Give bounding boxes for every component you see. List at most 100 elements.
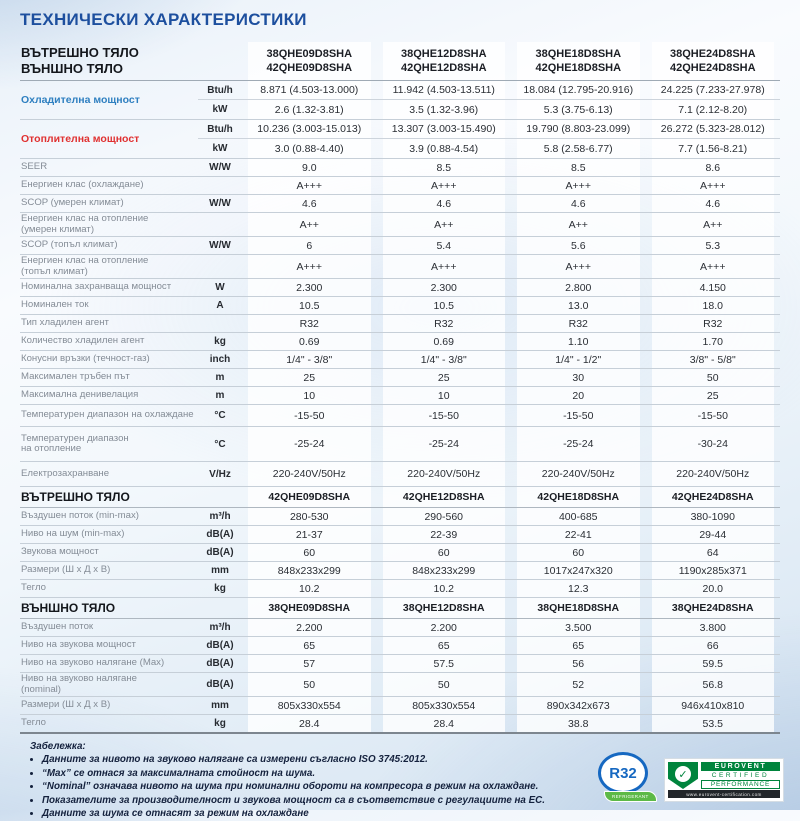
row-value-cell: A+++ [242,177,377,194]
spec-row: Максимален тръбен път m 25 25 30 50 [20,369,780,387]
row-unit: kg [214,336,226,347]
row-value-cell: 1017x247x320 [511,562,646,579]
row-value-cell: 805x330x554 [377,697,512,714]
row-value-cell: 2.800 [511,279,646,296]
row-label: Номинална захранваща мощност [21,281,172,293]
row-unit: °C [214,438,226,450]
row-value-cell: A++ [377,213,512,236]
row-label: Тип хладилен агент [21,317,109,329]
row-value-cell: 24.225 (7.233-27.978) [645,81,780,100]
row-value: 57.5 [382,655,505,672]
row-value: 11.942 (4.503-13.511) [382,81,505,99]
row-value-cell: A++ [646,213,781,236]
section-header-row: ВЪТРЕШНО ТЯЛО 42QHE09D8SHA 42QHE12D8SHA 42Q… [20,487,780,508]
row-value-cell: A+++ [377,177,512,194]
row-unit [198,487,242,507]
row-value: 60 [382,544,505,561]
row-value-cell: A+++ [511,255,646,278]
row-unit [198,315,242,332]
row-value: 59.5 [651,655,774,672]
row-value-cell: A+++ [646,177,781,194]
spec-group-row: Отоплителна мощност Btu/h 10.236 (3.003-15… [20,120,780,159]
row-unit: dB(A) [206,529,234,540]
model-cell-bg: 38QHE12D8SHA 42QHE12D8SHA [382,42,505,80]
row-unit: Btu/h [198,81,242,100]
row-label: Енергиен клас (охлаждане) [21,179,144,191]
row-value: 8.6 [651,159,774,176]
row-value-cell: 30 [511,369,646,386]
row-value-cell: 380-1090 [646,508,781,525]
row-value-cell: 38QHE18D8SHA [511,598,646,618]
row-value: 1/4" - 3/8" [382,351,505,368]
row-value: -15-50 [651,405,774,426]
row-value-cell: 3.0 (0.88-4.40) [242,139,377,158]
row-value-cell: 6 [242,237,377,254]
row-value-cell: 8.5 [377,159,512,176]
spec-row: Размери (Ш х Д х В) mm 848x233x299 848x233x… [20,562,780,580]
row-value-cell: 52 [511,673,646,696]
section-model: 42QHE12D8SHA [382,487,505,507]
row-value: 1/4" - 3/8" [248,351,371,368]
row-value: A+++ [651,177,774,194]
row-value: 0.69 [248,333,371,350]
row-value: R32 [517,315,640,332]
row-value-cell: 1/4" - 1/2" [511,351,646,368]
row-value-cell: A++ [242,213,377,236]
spec-row: Звукова мощност dB(A) 60 60 60 64 [20,544,780,562]
row-value: 12.3 [517,580,640,597]
row-value-cell: 3.500 [511,619,646,636]
row-value: 13.0 [517,297,640,314]
row-label-line: (nominal) [21,683,61,695]
row-value-cell: 65 [377,637,512,654]
row-value-cell: 946x410x810 [646,697,781,714]
row-value-cell: 10.5 [242,297,377,314]
row-value-cell: 220-240V/50Hz [242,462,377,486]
row-value-cell: 890x342x673 [511,697,646,714]
row-value-cell: 42QHE18D8SHA [511,487,646,507]
model-cell: 38QHE12D8SHA 42QHE12D8SHA [377,42,512,80]
row-label: Тегло [21,717,46,729]
row-value: 5.8 (2.58-6.77) [517,139,640,158]
row-value-cell: 42QHE09D8SHA [242,487,377,507]
row-value: 2.200 [248,619,371,636]
row-value-cell: R32 [377,315,512,332]
row-unit: dB(A) [206,640,234,651]
certification-logos: R32 REFRIGERANT ✓ EUROVENT CERTIFIED PER… [598,752,784,802]
eurovent-url: www.eurovent-certification.com [668,790,780,798]
row-unit: mm [211,700,229,711]
row-value: 20.0 [651,580,774,597]
row-value-cell: -25-24 [242,427,377,461]
eurovent-word: EUROVENT [701,762,780,771]
row-value-cell: 7.7 (1.56-8.21) [646,139,781,158]
row-value-cell: 21-37 [242,526,377,543]
row-value: A+++ [517,177,640,194]
note-item: “Max” се отнася за максималната стойност… [42,767,800,781]
row-value-cell: -15-50 [511,405,646,426]
row-value: 0.69 [382,333,505,350]
table-header-row: ВЪТРЕШНО ТЯЛО ВЪНШНО ТЯЛО 38QHE09D8SHA 42QH… [20,42,780,81]
row-value-cell: 65 [511,637,646,654]
row-value: 5.3 (3.75-6.13) [517,100,640,119]
row-value-cell: 57.5 [377,655,512,672]
row-unit: m [215,390,225,401]
section-model: 38QHE09D8SHA [248,598,371,618]
header-label-line: ВЪНШНО ТЯЛО [21,61,123,76]
row-value-cell: 50 [242,673,377,696]
row-value-cell: 8.871 (4.503-13.000) [242,81,377,100]
row-value: 2.800 [517,279,640,296]
row-value: 8.5 [517,159,640,176]
row-value-cell: 220-240V/50Hz [377,462,512,486]
row-value-cell: 50 [646,369,781,386]
row-value-cell: 38QHE12D8SHA [377,598,512,618]
row-value: 22-41 [517,526,640,543]
row-value-cell: 22-41 [511,526,646,543]
row-value-cell: 1/4" - 3/8" [242,351,377,368]
row-value-cell: 1.10 [511,333,646,350]
note-item: “Nominal” означава нивото на шума при но… [42,780,800,794]
section-label: ВЪТРЕШНО ТЯЛО [21,489,130,504]
row-value-cell: 4.150 [646,279,781,296]
section-label: ВЪНШНО ТЯЛО [21,600,116,615]
row-value-cell: 220-240V/50Hz [511,462,646,486]
row-value: A+++ [248,177,371,194]
section-model: 38QHE18D8SHA [517,598,640,618]
